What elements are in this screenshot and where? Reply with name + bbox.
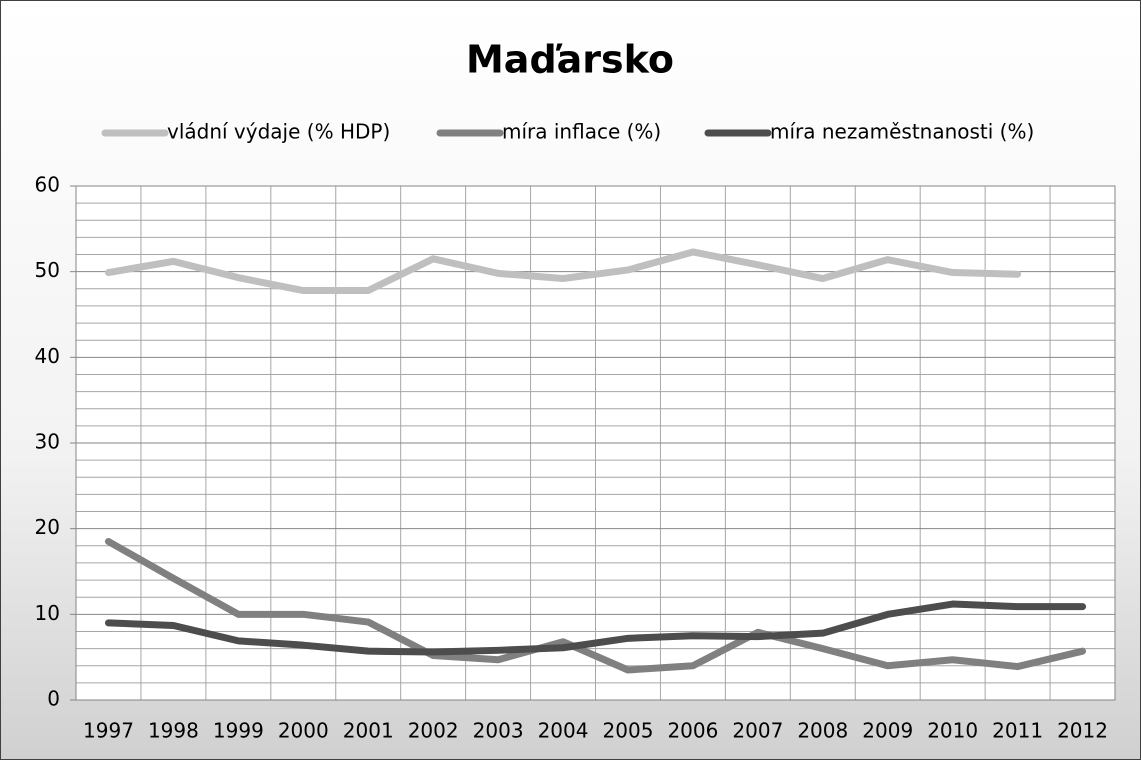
x-tick-label: 1999 bbox=[213, 719, 264, 743]
x-tick-label: 1997 bbox=[83, 719, 134, 743]
legend-label: míra inflace (%) bbox=[502, 120, 661, 144]
y-tick-label: 20 bbox=[35, 515, 60, 539]
chart-title: Maďarsko bbox=[466, 38, 674, 82]
y-tick-label: 0 bbox=[47, 687, 60, 711]
x-tick-label: 2001 bbox=[343, 719, 394, 743]
series-line bbox=[104, 600, 1087, 656]
legend-label: vládní výdaje (% HDP) bbox=[167, 120, 390, 144]
y-tick-label: 10 bbox=[35, 601, 60, 625]
x-tick-label: 2000 bbox=[278, 719, 329, 743]
y-tick-label: 30 bbox=[35, 430, 60, 454]
x-tick-label: 2010 bbox=[927, 719, 978, 743]
y-tick-label: 50 bbox=[35, 258, 60, 282]
x-tick-label: 2009 bbox=[862, 719, 913, 743]
x-tick-label: 2003 bbox=[473, 719, 524, 743]
plot-border bbox=[75, 185, 1116, 701]
x-tick-label: 2005 bbox=[603, 719, 654, 743]
x-tick-label: 2008 bbox=[797, 719, 848, 743]
x-tick-label: 2006 bbox=[667, 719, 718, 743]
x-tick-label: 2004 bbox=[538, 719, 589, 743]
series-line bbox=[104, 248, 1022, 295]
x-tick-label: 2011 bbox=[992, 719, 1043, 743]
y-tick-label: 40 bbox=[35, 344, 60, 368]
x-tick-label: 2002 bbox=[408, 719, 459, 743]
series-line bbox=[104, 538, 1087, 674]
x-tick-label: 2007 bbox=[732, 719, 783, 743]
legend-label: míra nezaměstnanosti (%) bbox=[770, 120, 1034, 144]
x-tick-label: 1998 bbox=[148, 719, 199, 743]
x-tick-label: 2012 bbox=[1057, 719, 1108, 743]
y-tick-label: 60 bbox=[35, 173, 60, 197]
